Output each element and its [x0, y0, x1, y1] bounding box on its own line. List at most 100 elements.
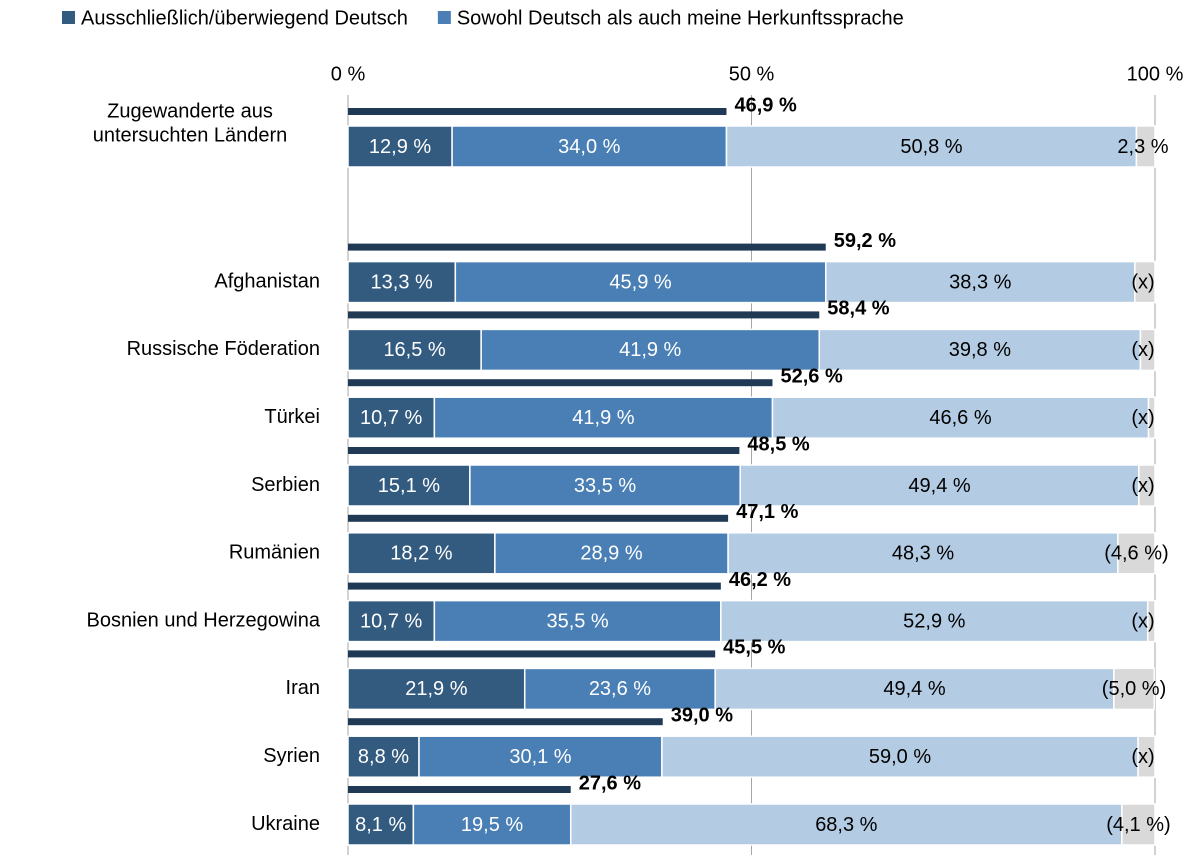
value-label: 50,8 %	[900, 136, 962, 158]
category-label: Zugewanderte aus untersuchten Ländern	[93, 101, 288, 147]
value-label: (x)	[1131, 339, 1154, 361]
total-bar	[348, 108, 727, 115]
bar-segment	[347, 464, 471, 507]
legend-label: Sowohl Deutsch als auch meine Herkunftss…	[457, 7, 904, 29]
bar-segment	[347, 125, 453, 168]
value-label: (4,6 %)	[1104, 543, 1168, 565]
total-label: 46,9 %	[734, 94, 796, 116]
value-label: 52,9 %	[903, 610, 965, 632]
value-label: 10,7 %	[360, 610, 422, 632]
value-label: 19,5 %	[461, 814, 523, 836]
category-label: Türkei	[264, 406, 320, 428]
bar-segment	[418, 735, 663, 778]
bar-segment	[347, 260, 457, 304]
bar-segment	[1113, 667, 1155, 711]
value-label: 49,4 %	[908, 475, 970, 497]
bar-segment	[727, 532, 1119, 575]
value-label: 48,3 %	[892, 543, 954, 565]
bar-segment	[412, 803, 572, 846]
bar-segment	[433, 599, 722, 643]
value-label: (x)	[1131, 271, 1154, 293]
bar-segment	[661, 735, 1139, 778]
value-label: 34,0 %	[558, 136, 620, 158]
bar-segment	[523, 667, 716, 711]
legend-swatch	[437, 11, 451, 24]
category-label: Ukraine	[251, 813, 320, 835]
total-bar	[348, 311, 820, 319]
category-label: Serbien	[251, 474, 320, 496]
x-tick-label: 0 %	[331, 63, 366, 85]
value-label: 23,6 %	[589, 678, 651, 700]
total-bar	[348, 514, 729, 522]
bar-segment	[347, 667, 526, 711]
value-label: 59,0 %	[869, 746, 931, 768]
value-label: 12,9 %	[369, 136, 431, 158]
bar-segment	[720, 599, 1149, 643]
category-label: Syrien	[263, 745, 320, 767]
value-label: (x)	[1131, 746, 1154, 768]
bar-segment	[1137, 735, 1156, 778]
category-label: Afghanistan	[214, 270, 320, 292]
bar-segment	[347, 532, 496, 575]
value-label: 8,8 %	[358, 746, 409, 768]
legend-swatch	[62, 11, 75, 24]
value-label: (4,1 %)	[1106, 814, 1170, 836]
category-label: Iran	[286, 677, 320, 699]
total-label: 59,2 %	[834, 230, 896, 252]
total-label: 48,5 %	[747, 433, 809, 455]
value-label: (x)	[1131, 475, 1154, 497]
bar-segment	[1117, 532, 1156, 575]
total-bar	[348, 447, 740, 454]
bar-segment	[824, 260, 1136, 304]
x-tick-label: 50 %	[729, 63, 775, 85]
x-tick-label: 100 %	[1127, 63, 1184, 85]
bar-segment	[1139, 328, 1156, 372]
bar-segment	[469, 464, 741, 507]
value-label: 38,3 %	[949, 271, 1011, 293]
bar-segment	[1134, 260, 1156, 304]
total-label: 39,0 %	[671, 704, 733, 726]
total-bar	[348, 243, 826, 251]
bar-segment	[1146, 599, 1156, 643]
total-label: 58,4 %	[827, 298, 889, 320]
total-bar	[348, 379, 773, 387]
bar-segment	[1135, 125, 1156, 168]
bar-segment	[347, 599, 436, 643]
bar-segment	[454, 260, 827, 304]
value-label: 39,8 %	[949, 339, 1011, 361]
value-label: 13,3 %	[371, 271, 433, 293]
total-bar	[348, 650, 716, 658]
total-bar	[348, 582, 721, 590]
bar-segment	[1138, 464, 1156, 507]
bar-segment	[480, 328, 821, 372]
category-label: Rumänien	[229, 542, 320, 564]
bar-segment	[1147, 396, 1156, 439]
bar-segment	[714, 667, 1115, 711]
value-label: 41,9 %	[572, 407, 634, 429]
total-label: 45,5 %	[723, 637, 785, 659]
value-label: (5,0 %)	[1102, 678, 1166, 700]
value-label: 49,4 %	[883, 678, 945, 700]
value-label: 41,9 %	[619, 339, 681, 361]
bar-segment	[818, 328, 1142, 372]
bar-segment	[569, 803, 1123, 846]
value-label: 2,3 %	[1117, 136, 1168, 158]
total-bar	[348, 718, 663, 726]
bar-segment	[451, 125, 728, 168]
category-label: Russische Föderation	[127, 338, 320, 360]
bar-segment	[347, 328, 482, 372]
value-label: 18,2 %	[390, 543, 452, 565]
value-label: 15,1 %	[378, 475, 440, 497]
value-label: 68,3 %	[815, 814, 877, 836]
total-label: 47,1 %	[736, 501, 798, 523]
total-bar	[348, 786, 571, 793]
legend-label: Ausschließlich/überwiegend Deutsch	[81, 7, 408, 29]
value-label: 28,9 %	[580, 543, 642, 565]
value-label: 45,9 %	[609, 271, 671, 293]
value-label: 33,5 %	[574, 475, 636, 497]
value-label: (x)	[1131, 407, 1154, 429]
bar-segment	[347, 396, 436, 439]
total-label: 46,2 %	[729, 569, 791, 591]
category-label: Bosnien und Herzegowina	[87, 609, 321, 631]
value-label: 30,1 %	[509, 746, 571, 768]
